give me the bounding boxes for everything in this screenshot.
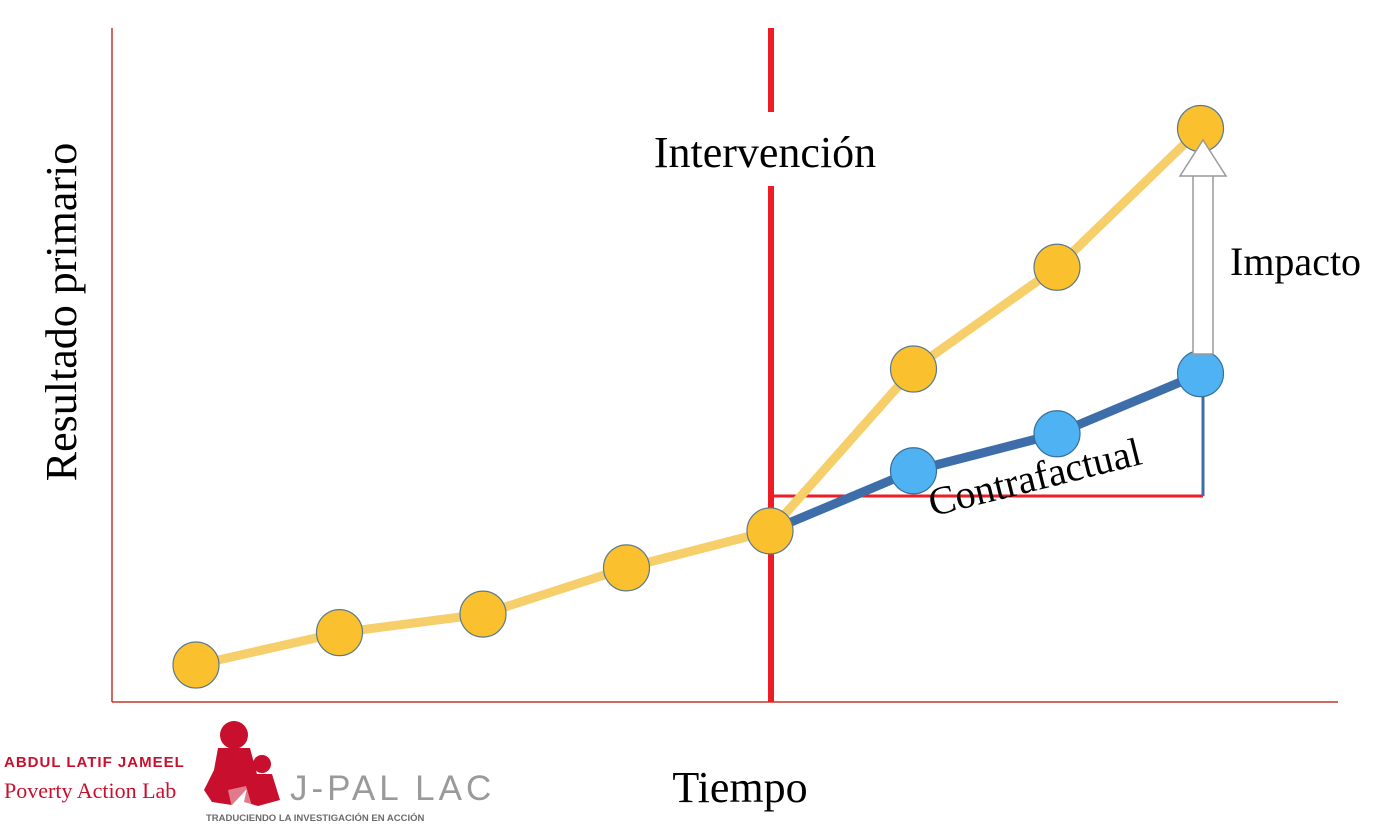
logo-figure-icon xyxy=(204,721,280,808)
y-axis-label: Resultado primario xyxy=(37,143,86,482)
counterfactual-point xyxy=(1176,350,1225,398)
jpal-logo: ABDUL LATIF JAMEEL Poverty Action Lab J-… xyxy=(4,721,495,824)
impact-label: Impacto xyxy=(1230,239,1361,284)
treated-point xyxy=(172,641,220,689)
impact-arrow xyxy=(1178,138,1228,355)
treated-point xyxy=(459,590,507,638)
treated-point xyxy=(889,345,938,393)
treated-point xyxy=(1033,243,1081,291)
treated-point xyxy=(746,507,794,555)
counterfactual-point xyxy=(889,447,938,495)
x-axis-label: Tiempo xyxy=(672,763,807,812)
intervention-label: Intervención xyxy=(654,128,876,177)
logo-brand: J-PAL LAC xyxy=(290,769,495,808)
counterfactual-point xyxy=(1033,410,1081,458)
logo-line2: Poverty Action Lab xyxy=(4,778,176,803)
treated-series-line xyxy=(191,124,1205,670)
logo-line1: ABDUL LATIF JAMEEL xyxy=(4,754,185,771)
logo-tagline: TRADUCIENDO LA INVESTIGACIÓN EN ACCIÓN xyxy=(206,812,424,824)
treated-point xyxy=(602,544,651,592)
treated-point xyxy=(315,609,364,657)
counterfactual-series-line xyxy=(765,369,1205,536)
